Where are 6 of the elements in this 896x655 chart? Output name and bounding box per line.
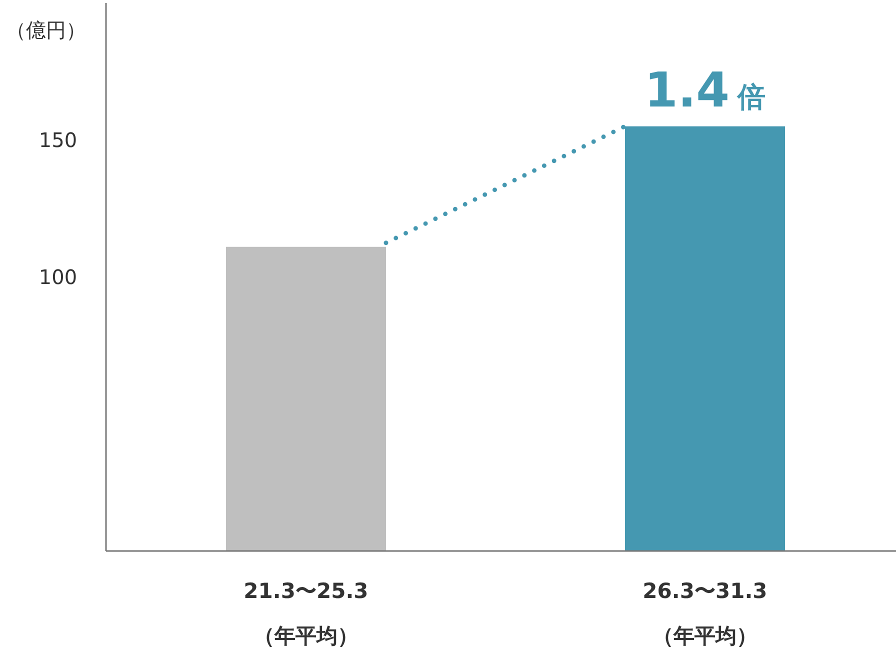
x-tick-label: 21.3〜25.3 （年平均） bbox=[244, 579, 368, 648]
y-axis-title: （億円） bbox=[6, 18, 86, 42]
y-tick-label: 100 bbox=[38, 265, 78, 289]
annotation: 1.4 倍 bbox=[644, 62, 766, 118]
x-tick-label: 26.3〜31.3 （年平均） bbox=[642, 579, 768, 648]
y-tick-label: 150 bbox=[38, 128, 78, 152]
